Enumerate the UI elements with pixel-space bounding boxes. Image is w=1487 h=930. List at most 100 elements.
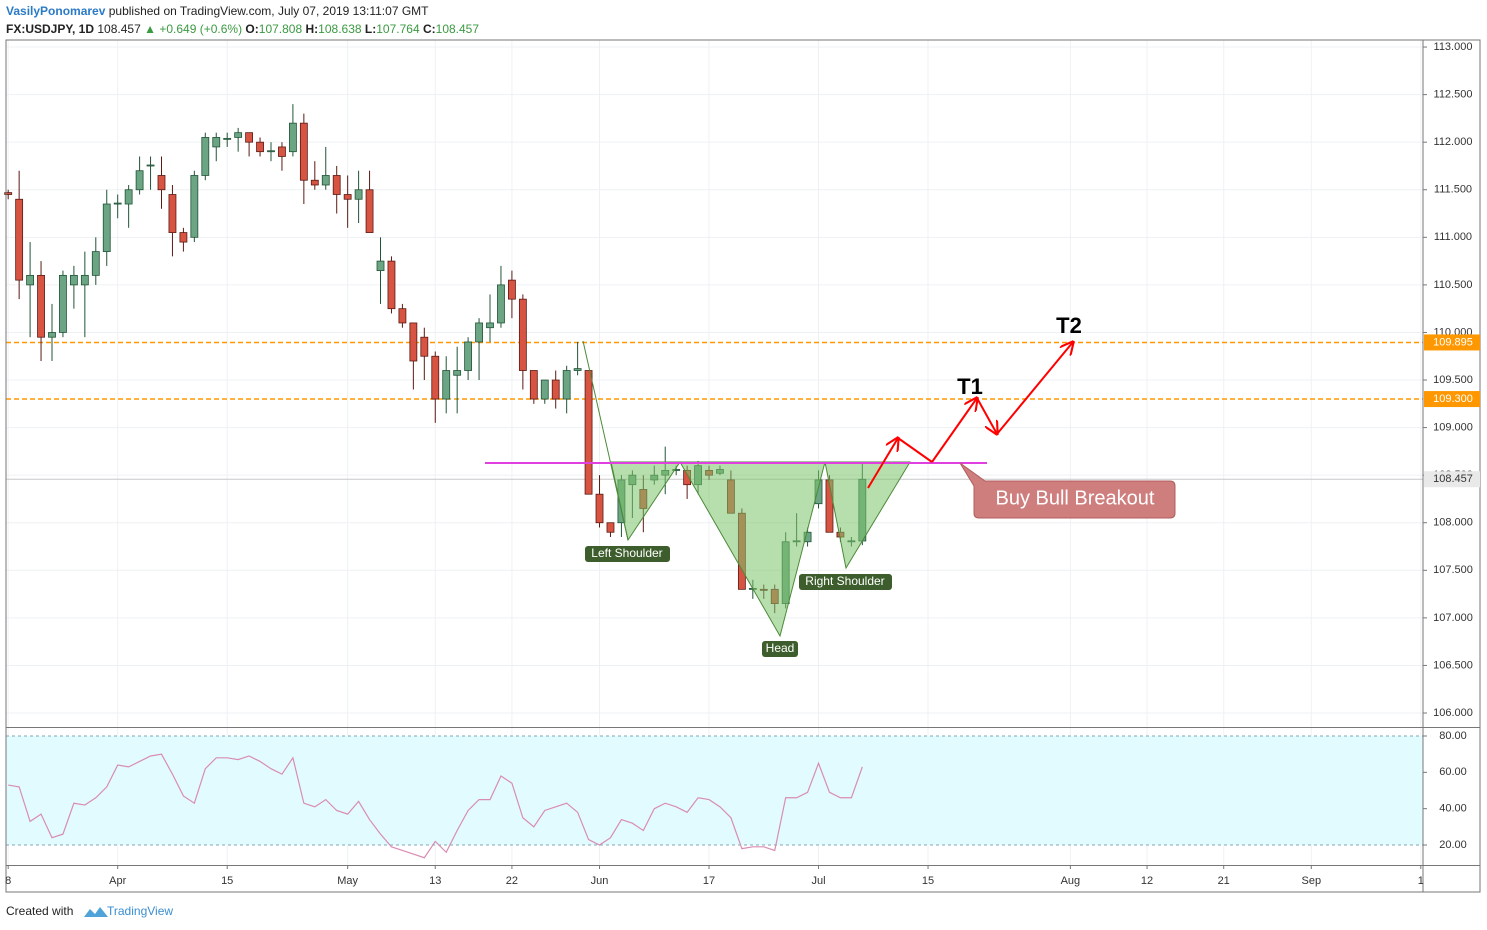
annotations: Left Shoulder Head Right Shoulder Buy Bu… xyxy=(485,313,1176,657)
x-tick-label: 17 xyxy=(703,875,715,887)
candle-body xyxy=(442,370,451,400)
candle-body xyxy=(540,379,549,400)
candle-body xyxy=(37,274,45,338)
candle-body xyxy=(234,132,243,138)
candle-body xyxy=(475,322,483,343)
label-box xyxy=(762,641,798,657)
candle-body xyxy=(168,194,177,233)
x-tick-label: Jul xyxy=(811,875,825,887)
label-box xyxy=(585,546,670,562)
level-box xyxy=(1424,334,1480,351)
candle-body xyxy=(267,150,275,153)
candle-body xyxy=(497,284,505,324)
published: published on TradingView.com, July 07, 2… xyxy=(109,4,429,18)
marks xyxy=(4,104,1423,859)
candle-body xyxy=(398,308,407,324)
pattern-line xyxy=(582,340,629,541)
head-label: Head xyxy=(766,641,795,655)
x-tick-label: Sep xyxy=(1302,875,1322,887)
rsi-line xyxy=(8,753,863,859)
candle-body xyxy=(551,379,560,400)
y-tick-label: 20.00 xyxy=(1439,839,1467,851)
axes: 106.000106.500107.000107.500108.000108.5… xyxy=(5,39,1481,893)
t2-label: T2 xyxy=(1056,313,1082,338)
x-tick-label: 22 xyxy=(506,875,518,887)
y-tick-label: 106.500 xyxy=(1433,659,1473,671)
y-tick-label: 112.500 xyxy=(1434,89,1473,101)
candle-body xyxy=(15,198,24,281)
candle-body xyxy=(102,203,111,252)
footer-brand: TradingView xyxy=(107,904,173,918)
frame xyxy=(5,39,1481,893)
candle-body xyxy=(245,132,254,143)
candle-body xyxy=(310,179,319,186)
callout-text: Buy Bull Breakout xyxy=(996,487,1155,509)
symbol: FX:USDJPY, 1D xyxy=(6,22,94,36)
right-shoulder-label: Right Shoulder xyxy=(805,574,884,588)
candle-body xyxy=(376,260,385,272)
header-line: VasilyPonomarev published on TradingView… xyxy=(6,4,429,18)
candle-body xyxy=(289,122,297,153)
y-tick-label: 113.000 xyxy=(1434,41,1473,53)
candle-body xyxy=(573,368,582,371)
candle-body xyxy=(59,274,67,333)
candle-body xyxy=(135,170,144,191)
callout-box xyxy=(959,462,1176,519)
candle-body xyxy=(431,355,440,400)
candle-body xyxy=(518,298,527,371)
candle-body xyxy=(420,336,429,357)
candle-body xyxy=(146,164,155,167)
y-tick-label: 106.000 xyxy=(1433,707,1473,719)
arrow xyxy=(897,437,933,463)
x-tick-label: 15 xyxy=(221,875,233,887)
author: VasilyPonomarev xyxy=(6,4,106,18)
candle-body xyxy=(365,189,374,233)
candle-body xyxy=(529,370,538,400)
x-tick-label: 15 xyxy=(922,875,934,887)
arrow xyxy=(867,438,898,489)
candle-body xyxy=(464,341,473,371)
l-label: L: xyxy=(365,22,376,36)
x-tick-label: 12 xyxy=(1141,875,1153,887)
y-tick-label: 60.00 xyxy=(1439,766,1467,778)
candle-body xyxy=(48,332,56,338)
candle-body xyxy=(201,137,210,176)
arrow xyxy=(976,397,997,434)
y-tick-label: 111.500 xyxy=(1434,184,1472,196)
candle-body xyxy=(179,232,188,243)
label-box xyxy=(799,574,892,590)
candle-body xyxy=(387,260,396,310)
symbol-line: FX:USDJPY, 1D 108.457 ▲ +0.649 (+0.6%) O… xyxy=(6,22,479,36)
candle-body xyxy=(80,274,89,286)
candle-body xyxy=(606,522,615,533)
y-tick-label: 108.000 xyxy=(1433,517,1473,529)
y-tick-label: 112.000 xyxy=(1434,136,1473,148)
candle-body xyxy=(223,137,232,140)
candle-body xyxy=(595,493,604,524)
footer-text: Created with xyxy=(6,904,73,918)
h-label: H: xyxy=(306,22,319,36)
x-tick-label: 8 xyxy=(5,875,11,887)
candle-body xyxy=(453,370,462,376)
level-label: 109.895 xyxy=(1433,336,1473,348)
candle-body xyxy=(584,370,593,495)
change: +0.649 (+0.6%) xyxy=(159,22,242,36)
x-tick-label: Apr xyxy=(109,875,126,887)
candle-body xyxy=(190,175,199,238)
candle-body xyxy=(4,192,13,195)
candle-body xyxy=(486,322,494,329)
candle-body xyxy=(409,322,418,362)
y-tick-label: 109.500 xyxy=(1433,374,1473,386)
candle-body xyxy=(321,175,330,186)
x-tick-label: 1 xyxy=(1418,875,1424,887)
level-label: 109.300 xyxy=(1433,393,1473,405)
candle-body xyxy=(332,175,341,195)
candle-body xyxy=(91,251,100,276)
logo xyxy=(84,907,108,917)
candle-body xyxy=(157,175,166,191)
last-price-box xyxy=(1424,471,1480,488)
l-value: 107.764 xyxy=(376,22,420,36)
candle-body xyxy=(508,279,516,300)
x-tick-label: Aug xyxy=(1061,875,1081,887)
